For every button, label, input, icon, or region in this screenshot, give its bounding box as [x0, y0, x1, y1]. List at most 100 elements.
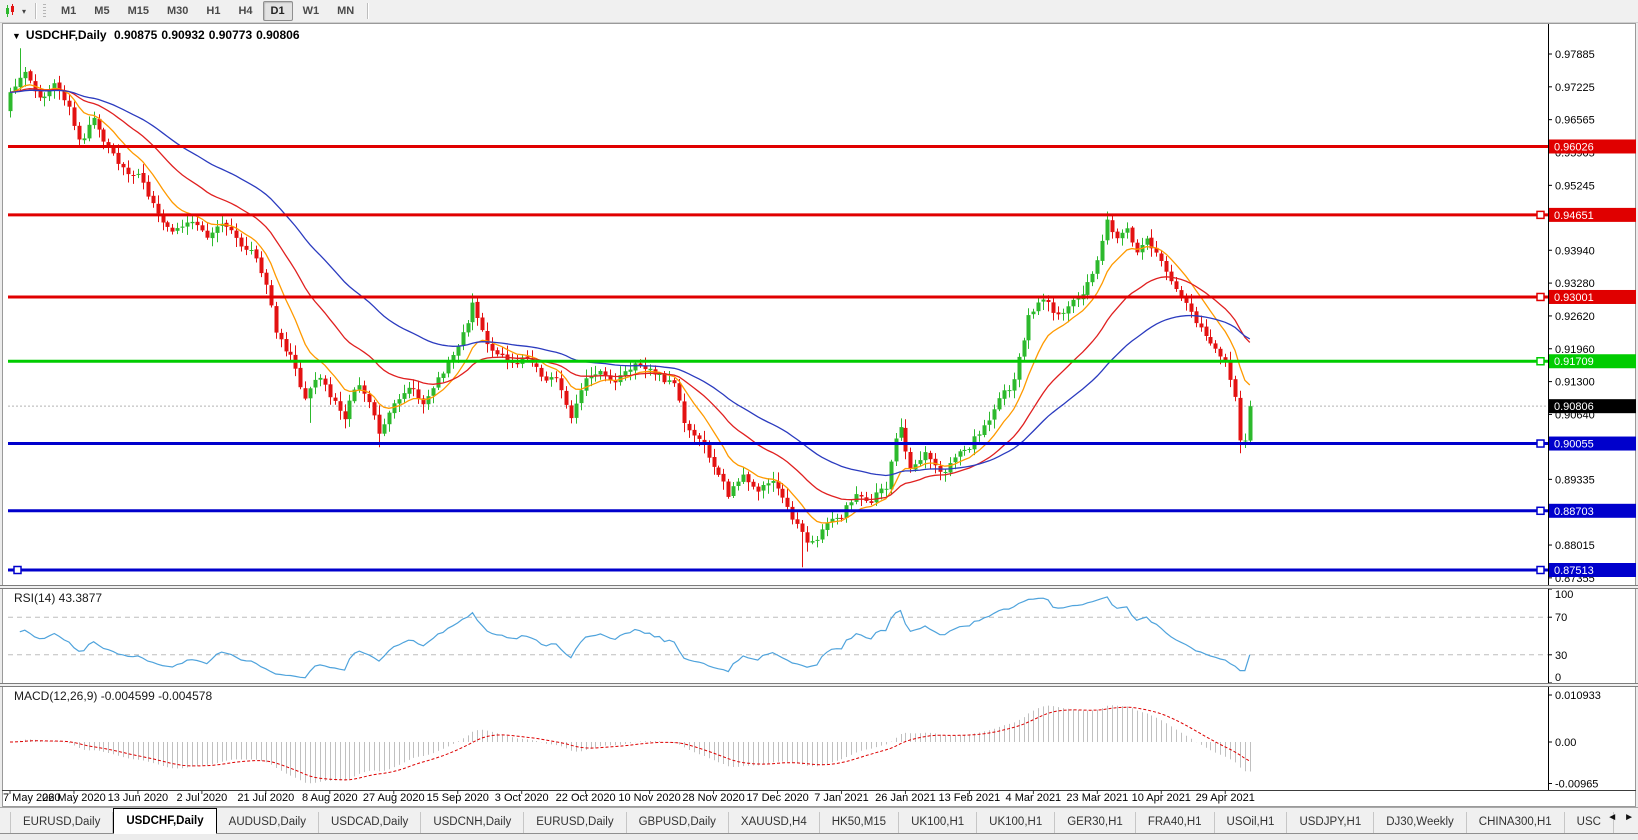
macd-indicator-label: MACD(12,26,9) -0.004599 -0.004578 — [14, 689, 213, 703]
date-label: 13 Jun 2020 — [108, 792, 169, 804]
price-badge-label: 0.88703 — [1554, 506, 1594, 518]
timeframe-button-d1[interactable]: D1 — [262, 1, 293, 21]
date-label: 8 Aug 2020 — [302, 792, 358, 804]
price-badge-label: 0.93001 — [1554, 292, 1594, 304]
date-label: 2 Jul 2020 — [176, 792, 227, 804]
price-axis-label: 0.93940 — [1555, 245, 1595, 257]
hline-handle[interactable] — [13, 565, 22, 575]
date-label: 17 Dec 2020 — [746, 792, 808, 804]
toolbar-separator — [35, 3, 38, 19]
price-axis-label: 0.97885 — [1555, 49, 1595, 61]
timeframe-button-w1[interactable]: W1 — [302, 5, 320, 17]
timeframe-button-m1[interactable]: M1 — [61, 5, 77, 17]
macd-axis-label: 0.010933 — [1555, 690, 1601, 702]
toolbar-grip-handle[interactable] — [43, 4, 47, 18]
pane-separator-rsi-macd[interactable] — [0, 683, 1638, 687]
hline-handle[interactable] — [1536, 292, 1545, 302]
ohlc-open: 0.90875 — [113, 28, 158, 42]
price-badge — [1549, 354, 1636, 369]
macd-pane-bottom-border — [2, 790, 1636, 791]
rsi-pane: 100 70 30 0 — [8, 588, 1573, 684]
tab-usdjpy-h1-14[interactable]: USDJPY,H1 — [1287, 812, 1375, 833]
price-badge-label: 0.94651 — [1554, 210, 1594, 222]
candles-layer — [8, 48, 1253, 568]
candlestick-chart-icon — [6, 4, 14, 17]
price-axis-label: 0.91960 — [1555, 344, 1595, 356]
hline-handle[interactable] — [1536, 439, 1545, 448]
dropdown-caret-icon: ▾ — [22, 6, 27, 16]
tab-uk100-h1-9[interactable]: UK100,H1 — [899, 812, 978, 833]
date-label: 10 Nov 2020 — [618, 792, 680, 804]
date-label: 22 Oct 2020 — [556, 792, 616, 804]
chart-type-button[interactable]: ▾ — [0, 1, 31, 21]
top-toolbar: ▾ M1 M5 M15 M30 H1 H4 D1 W1 MN — [0, 0, 1638, 23]
date-label: 26 May 2020 — [42, 792, 106, 804]
date-label: 3 Oct 2020 — [495, 792, 549, 804]
tab-xauusd-h4-7[interactable]: XAUUSD,H4 — [729, 812, 820, 833]
price-badge — [1549, 207, 1636, 222]
date-label: 28 Nov 2020 — [682, 792, 744, 804]
tab-usdcnh-daily-4[interactable]: USDCNH,Daily — [421, 812, 525, 833]
current-price-badge — [1549, 399, 1636, 414]
tab-fra40-h1-12[interactable]: FRA40,H1 — [1136, 812, 1215, 833]
tab-usdcad-daily-3[interactable]: USDCAD,Daily — [319, 812, 422, 833]
date-label: 7 May 2020 — [3, 792, 60, 804]
tab-hk50-m15-8[interactable]: HK50,M15 — [820, 812, 900, 833]
price-badge — [1549, 289, 1636, 304]
tab-scroll-left-icon[interactable]: ◄ — [1607, 812, 1618, 823]
date-label: 13 Feb 2021 — [939, 792, 1001, 804]
tab-audusd-daily-2[interactable]: AUDUSD,Daily — [217, 812, 319, 833]
date-label: 29 Apr 2021 — [1196, 792, 1255, 804]
timeframe-button-h1[interactable]: H1 — [206, 5, 221, 17]
macd-pane: 0.010933 0.00 -0.00965 — [9, 690, 1601, 790]
date-label: 7 Jan 2021 — [814, 792, 868, 804]
ohlc-close: 0.90806 — [256, 28, 300, 42]
price-axis-label: 0.93280 — [1555, 278, 1595, 290]
hline-handle[interactable] — [1536, 506, 1545, 516]
timeframe-button-m5[interactable]: M5 — [94, 5, 110, 17]
tab-uk100-h1-10[interactable]: UK100,H1 — [977, 812, 1056, 833]
tab-gbpusd-daily-6[interactable]: GBPUSD,Daily — [627, 812, 729, 833]
pane-separator-main-rsi[interactable] — [0, 585, 1638, 589]
tab-dj30-weekly-15[interactable]: DJ30,Weekly — [1374, 812, 1467, 833]
price-pane — [8, 48, 1548, 568]
timeframe-button-m15[interactable]: M15 — [127, 5, 149, 17]
ma-line-50 — [9, 89, 1251, 477]
ma-line-26 — [9, 88, 1251, 501]
price-badge — [1549, 436, 1636, 451]
macd-axis-label: 0.00 — [1555, 737, 1576, 749]
tab-usdchf-daily-1[interactable]: USDCHF,Daily — [113, 808, 217, 834]
date-label: 15 Sep 2020 — [427, 792, 489, 804]
price-axis-label: 0.91300 — [1555, 377, 1595, 389]
timeframe-button-group: M1 M5 M15 M30 H1 H4 D1 W1 MN — [52, 1, 363, 21]
date-label: 4 Mar 2021 — [1006, 792, 1062, 804]
tab-scroll-right-icon[interactable]: ► — [1624, 812, 1634, 823]
hline-handle[interactable] — [1536, 210, 1545, 220]
collapse-icon[interactable]: ▼ — [12, 31, 21, 41]
timeframe-button-mn[interactable]: MN — [337, 5, 355, 17]
hline-handle[interactable] — [1536, 565, 1545, 575]
price-axis-label: 0.97225 — [1555, 82, 1595, 94]
rsi-line — [19, 596, 1251, 679]
price-axis-label: 0.96565 — [1555, 115, 1595, 127]
rsi-axis-label: 0 — [1555, 672, 1561, 684]
hline-handle[interactable] — [1536, 356, 1545, 366]
tab-ger30-h1-11[interactable]: GER30,H1 — [1055, 812, 1136, 833]
tab-china300-h1-16[interactable]: CHINA300,H1 — [1467, 812, 1565, 833]
tab-usoil-h1-13[interactable]: USOil,H1 — [1215, 812, 1288, 833]
date-label: 26 Jan 2021 — [875, 792, 936, 804]
timeframe-button-h4[interactable]: H4 — [238, 5, 253, 17]
price-axis-label: 0.88015 — [1555, 540, 1595, 552]
macd-histogram — [15, 705, 1251, 784]
current-price-badge-label: 0.90806 — [1554, 401, 1594, 413]
price-axis-label: 0.89335 — [1555, 474, 1595, 486]
tab-eurusd-daily-0[interactable]: EURUSD,Daily — [10, 812, 114, 833]
tab-eurusd-daily-5[interactable]: EURUSD,Daily — [524, 812, 627, 833]
price-badge — [1549, 139, 1636, 154]
ohlc-low: 0.90773 — [208, 28, 253, 42]
rsi-indicator-label: RSI(14) 43.3877 — [14, 591, 103, 605]
timeframe-button-m30[interactable]: M30 — [166, 5, 189, 17]
tab-usc-17[interactable]: USC — [1565, 812, 1614, 833]
